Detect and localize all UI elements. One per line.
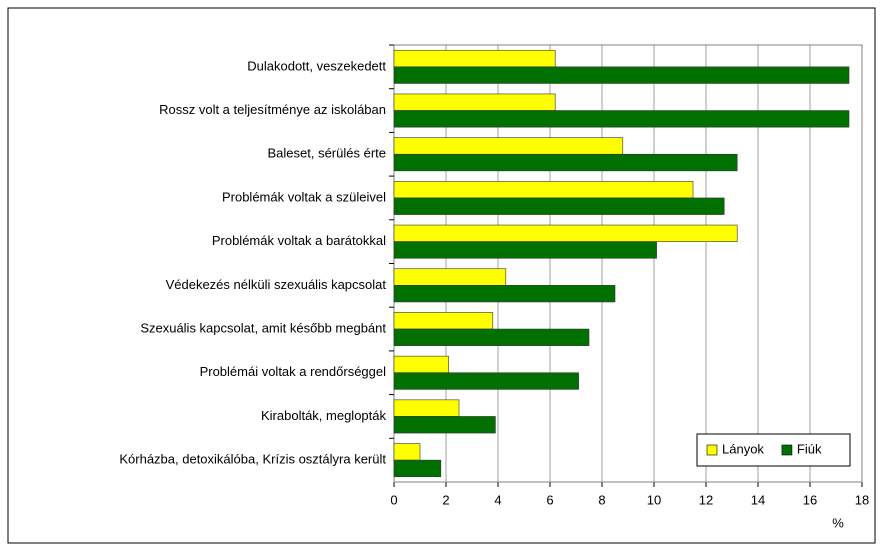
bar (393, 355, 449, 374)
x-tick-label: 8 (598, 492, 605, 507)
bar (393, 181, 694, 199)
x-tick-label: 0 (390, 492, 397, 507)
bar (393, 137, 624, 155)
legend-swatch (706, 444, 718, 456)
legend-swatch (781, 444, 793, 456)
bar (393, 66, 850, 84)
x-axis-label: % (832, 515, 844, 530)
legend-label: Lányok (722, 441, 764, 456)
x-tick-label: 4 (494, 492, 501, 507)
bar (393, 93, 556, 111)
x-tick-label: 12 (699, 492, 713, 507)
bar (393, 110, 850, 128)
bar (393, 268, 507, 286)
y-tick-label: Védekezés nélküli szexuális kapcsolat (166, 277, 387, 292)
bar (393, 416, 496, 434)
bar (393, 312, 494, 330)
legend-box (696, 433, 851, 467)
y-tick-label: Problémái voltak a rendőrséggel (200, 364, 387, 379)
bar (393, 328, 590, 346)
y-tick-label: Baleset, sérülés érte (267, 146, 386, 161)
bar (393, 372, 579, 390)
x-tick-label: 6 (546, 492, 553, 507)
bar (393, 153, 738, 172)
y-tick-label: Szexuális kapcsolat, amit később megbánt (140, 320, 386, 335)
bar (393, 443, 421, 461)
x-tick-label: 14 (751, 492, 765, 507)
x-tick-label: 10 (647, 492, 661, 507)
bar (393, 459, 442, 478)
bar (393, 399, 460, 417)
legend-label: Fiúk (797, 441, 822, 456)
y-tick-label: Problémák voltak a barátokkal (212, 233, 386, 248)
x-tick-label: 18 (855, 492, 869, 507)
y-tick-label: Problémák voltak a szüleivel (222, 189, 386, 204)
bar (393, 197, 725, 215)
y-tick-label: Kirabolták, meglopták (261, 408, 387, 423)
y-tick-label: Rossz volt a teljesítménye az iskolában (159, 102, 386, 117)
bar (393, 285, 616, 303)
x-tick-label: 2 (442, 492, 449, 507)
bar (393, 224, 738, 242)
bar (393, 241, 657, 259)
x-tick-label: 16 (803, 492, 817, 507)
bar (393, 49, 556, 68)
y-tick-label: Dulakodott, veszekedett (247, 58, 386, 73)
y-tick-label: Kórházba, detoxikálóba, Krízis osztályra… (119, 452, 386, 467)
